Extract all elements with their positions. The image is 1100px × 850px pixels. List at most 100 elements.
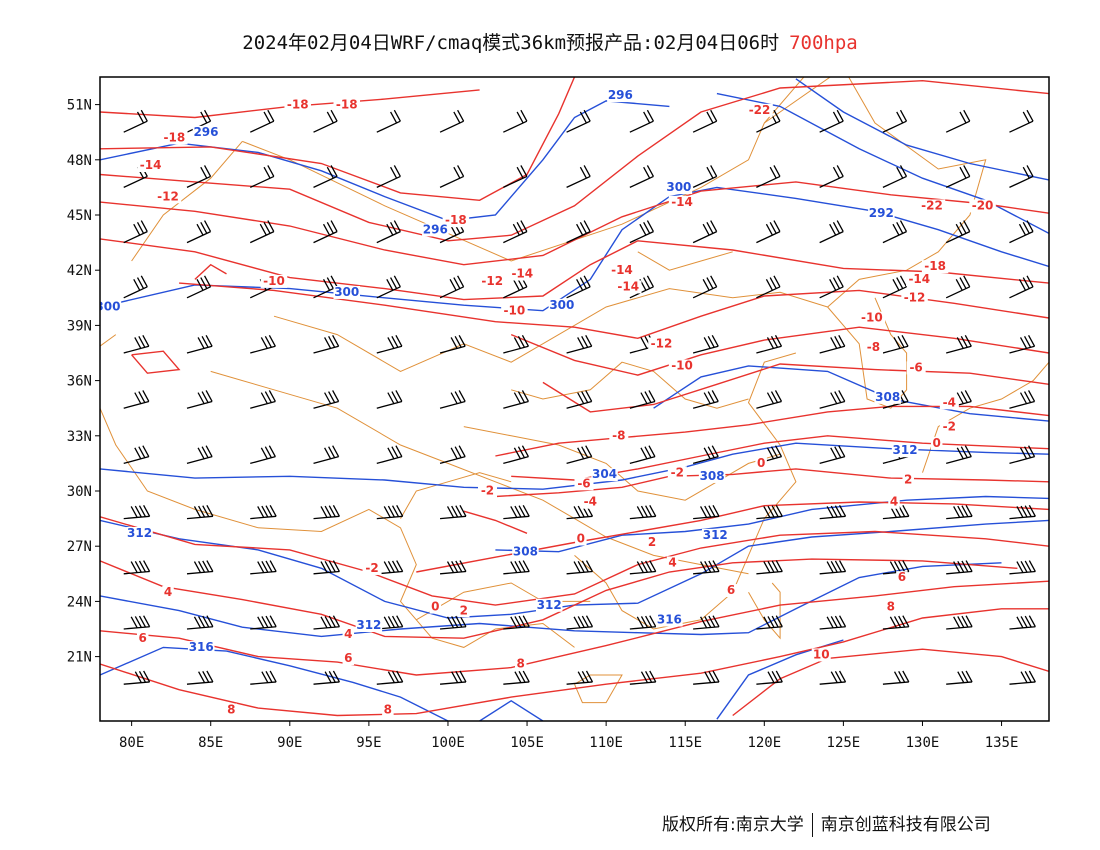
height-label: 300 bbox=[95, 300, 120, 314]
lon-tick-label: 120E bbox=[747, 735, 781, 751]
wind-barb bbox=[946, 560, 973, 575]
wind-barb bbox=[819, 560, 847, 575]
wind-barb bbox=[376, 220, 401, 244]
isotherm bbox=[732, 648, 1049, 717]
wind-barb bbox=[439, 109, 465, 133]
height-label-bg bbox=[548, 298, 576, 312]
temperature-label-bg bbox=[902, 473, 914, 487]
height-label-bg bbox=[698, 469, 726, 483]
wind-barb bbox=[629, 505, 657, 520]
border-line bbox=[748, 582, 781, 640]
height-contour bbox=[495, 495, 1049, 553]
wind-barb bbox=[250, 390, 276, 409]
wind-barb bbox=[503, 445, 530, 465]
wind-barb bbox=[566, 334, 593, 354]
wind-barb bbox=[819, 670, 847, 685]
wind-barb bbox=[566, 390, 593, 409]
wind-barb bbox=[439, 275, 465, 299]
temperature-label: 8 bbox=[384, 703, 392, 717]
temperature-label: -4 bbox=[943, 395, 956, 409]
temperature-label: -8 bbox=[612, 428, 625, 442]
wind-barb bbox=[503, 505, 530, 520]
border-line bbox=[463, 426, 781, 501]
temperature-label: 0 bbox=[933, 436, 941, 450]
wind-barb bbox=[756, 670, 783, 685]
temperature-label: -8 bbox=[867, 340, 880, 354]
temperature-label-bg bbox=[479, 274, 506, 288]
height-label-bg bbox=[535, 598, 563, 612]
temperature-label-bg bbox=[382, 703, 394, 717]
wind-barb bbox=[123, 220, 148, 244]
temperature-label: -4 bbox=[584, 495, 597, 509]
wind-barb bbox=[756, 390, 783, 409]
wind-barb bbox=[819, 390, 846, 409]
wind-barb bbox=[376, 109, 401, 133]
wind-barb bbox=[123, 505, 151, 520]
wind-barb bbox=[249, 109, 275, 133]
copyright-text: 版权所有:南京大学 bbox=[662, 815, 804, 835]
wind-barb bbox=[819, 220, 844, 244]
isotherm bbox=[100, 608, 1049, 717]
wind-barb bbox=[692, 109, 718, 133]
lon-tick-label: 95E bbox=[356, 735, 381, 751]
temperature-label-bg bbox=[342, 628, 355, 642]
wind-barb bbox=[756, 560, 783, 575]
height-label: 296 bbox=[608, 88, 633, 102]
isotherm bbox=[542, 363, 1049, 413]
temperature-label: 6 bbox=[898, 570, 906, 584]
wind-barb bbox=[692, 165, 718, 188]
height-label-bg bbox=[512, 545, 539, 559]
wind-barb bbox=[123, 615, 151, 630]
height-label-bg bbox=[656, 613, 683, 627]
height-contour bbox=[100, 442, 1049, 490]
temperature-label-bg bbox=[333, 98, 360, 112]
wind-barb bbox=[186, 670, 214, 685]
temperature-label: 4 bbox=[164, 585, 172, 599]
temperature-label: -18 bbox=[163, 130, 185, 144]
wind-barb bbox=[1009, 334, 1036, 354]
temperature-label-bg bbox=[858, 311, 886, 325]
wind-barb bbox=[313, 275, 338, 299]
temperature-label: -18 bbox=[445, 213, 467, 227]
temperature-label-bg bbox=[458, 604, 470, 618]
isotherm bbox=[100, 580, 1049, 676]
wind-barb bbox=[1009, 220, 1034, 244]
wind-barb bbox=[566, 670, 594, 685]
wind-barb bbox=[439, 165, 465, 188]
lat-tick-label: 24N bbox=[67, 594, 92, 610]
wind-barb bbox=[250, 334, 276, 354]
wind-barb bbox=[1009, 505, 1036, 520]
wind-barb bbox=[566, 445, 593, 465]
temperature-label-bg bbox=[811, 648, 831, 662]
wind-barb bbox=[629, 445, 656, 465]
wind-barb bbox=[186, 390, 213, 409]
isotherm bbox=[131, 350, 181, 374]
wind-barb bbox=[440, 615, 467, 630]
wind-barb bbox=[566, 275, 591, 299]
wind-barb bbox=[249, 220, 275, 244]
isotherm bbox=[100, 79, 1049, 242]
lon-tick-label: 80E bbox=[119, 735, 144, 751]
temperature-label-bg bbox=[725, 584, 737, 598]
isotherm bbox=[463, 510, 528, 534]
height-label-bg bbox=[187, 641, 215, 655]
lat-tick-label: 30N bbox=[67, 484, 92, 500]
wind-barb bbox=[629, 220, 654, 244]
temperature-label: 8 bbox=[227, 703, 235, 717]
lat-tick-label: 42N bbox=[67, 263, 92, 279]
wind-barb bbox=[503, 560, 530, 575]
temperature-label-bg bbox=[755, 457, 767, 471]
isotherm bbox=[100, 77, 576, 202]
wind-barb bbox=[882, 165, 908, 188]
temperature-label-bg bbox=[136, 631, 149, 645]
plot-frame bbox=[99, 76, 1050, 722]
wind-barb bbox=[439, 445, 466, 465]
wind-barb bbox=[313, 390, 340, 409]
height-label: 312 bbox=[537, 598, 562, 612]
wind-barb bbox=[882, 220, 908, 244]
wind-barb bbox=[123, 560, 151, 575]
temperature-label-bg bbox=[939, 420, 959, 434]
temperature-label: 4 bbox=[890, 495, 898, 509]
temperature-label: 0 bbox=[431, 600, 439, 614]
wind-barb bbox=[376, 505, 404, 520]
